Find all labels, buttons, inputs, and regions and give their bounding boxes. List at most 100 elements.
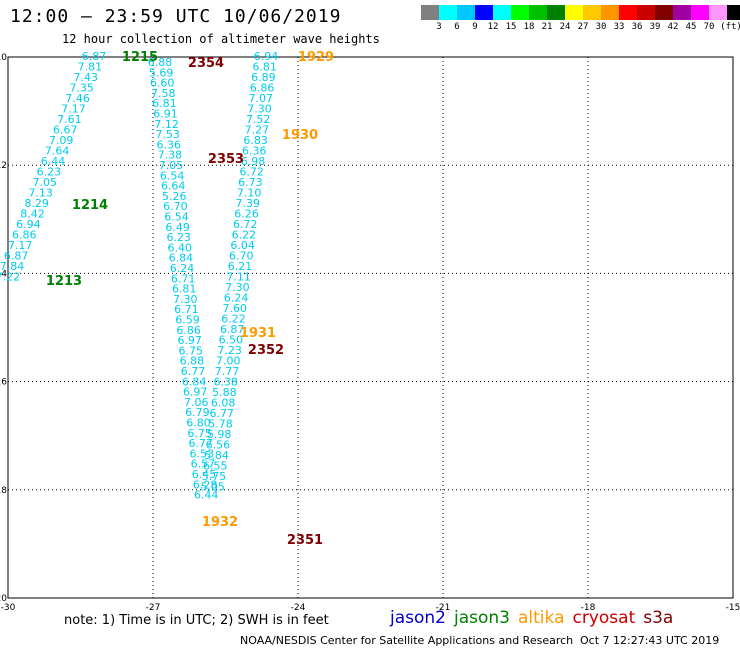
- wave-height-value: 5.75: [202, 470, 227, 483]
- wave-height-value: 6.23: [37, 166, 62, 179]
- wave-height-value: 5.84: [204, 449, 229, 462]
- generation-timestamp: Oct 7 12:27:43 UTC 2019: [580, 634, 720, 647]
- wave-height-value: 6.89: [251, 71, 276, 84]
- wave-height-value: 6.87: [220, 323, 245, 336]
- wave-height-value: 6.97: [183, 386, 208, 399]
- color-swatch: [691, 5, 709, 20]
- wave-height-value: 7.17: [61, 103, 86, 116]
- wave-height-value: 7.46: [65, 92, 90, 105]
- wave-height-value: 7.23: [217, 344, 242, 357]
- wave-height-value: 6.86: [250, 82, 275, 95]
- color-swatch: [421, 5, 439, 20]
- wave-height-value: 5.69: [149, 66, 174, 79]
- wave-height-value: 7.58: [151, 87, 176, 100]
- color-swatch: [493, 5, 511, 20]
- wave-height-value: 6.22: [221, 313, 246, 326]
- wave-height-value: 7.77: [215, 365, 240, 378]
- wave-height-value: 7.30: [173, 293, 198, 306]
- wave-height-value: 7.17: [8, 239, 33, 252]
- satellite-cryosat: cryosat: [572, 608, 636, 628]
- wave-height-value: 6.67: [53, 124, 78, 137]
- wave-height-value: 6.86: [12, 229, 37, 242]
- wave-height-value: 6.75: [179, 344, 204, 357]
- wave-height-value: 7.52: [246, 113, 271, 126]
- color-swatch: [565, 5, 583, 20]
- longitude-label: -24: [291, 603, 306, 613]
- wave-height-value: 6.40: [168, 241, 193, 254]
- wave-height-value: 6.81: [252, 61, 277, 74]
- wave-height-value: 7.10: [237, 187, 262, 200]
- pass-time-label: 1932: [202, 515, 238, 530]
- wave-height-value: 6.88: [148, 56, 173, 69]
- wave-height-value: 6.71: [174, 303, 199, 316]
- wave-height-value: 7.84: [0, 260, 24, 273]
- wave-height-value: 6.08: [211, 397, 236, 410]
- pass-time-label: 2353: [208, 152, 244, 167]
- wave-height-value: 6.81: [172, 283, 197, 296]
- color-scale-label: 42: [667, 22, 679, 32]
- color-swatch: [511, 5, 529, 20]
- wave-height-value: 6.59: [175, 314, 200, 327]
- color-scale-label: 6: [454, 22, 460, 32]
- pass-time-label: 1213: [46, 274, 82, 289]
- color-scale-label: (ft): [720, 22, 740, 32]
- wave-height-value: 7.22: [0, 271, 20, 284]
- wave-height-value: 6.70: [163, 200, 188, 213]
- wave-height-value: 7.30: [247, 103, 272, 116]
- wave-height-value: 7.81: [78, 61, 103, 74]
- wave-height-value: 6.70: [229, 250, 254, 263]
- map-subtitle: 12 hour collection of altimeter wave hei…: [62, 32, 380, 46]
- wave-height-value: 7.30: [225, 281, 250, 294]
- wave-height-value: 6.72: [239, 166, 264, 179]
- color-scale-label: 33: [613, 22, 625, 32]
- wave-height-value: 7.12: [154, 118, 179, 131]
- wave-height-value: 6.91: [153, 108, 178, 121]
- color-swatch: [529, 5, 547, 20]
- longitude-label: -15: [726, 603, 740, 613]
- color-swatch: [619, 5, 637, 20]
- wave-height-value: 6.77: [188, 437, 213, 450]
- wave-height-value: 6.94: [254, 50, 279, 63]
- wave-height-value: 8.29: [24, 197, 49, 210]
- color-swatch: [475, 5, 493, 20]
- wave-height-value: 6.77: [181, 365, 206, 378]
- longitude-label: -18: [581, 603, 596, 613]
- wave-height-value: 7.07: [249, 92, 274, 105]
- wave-height-value: 6.84: [182, 375, 207, 388]
- wave-height-value: 6.53: [190, 447, 215, 460]
- wave-height-value: 6.84: [169, 252, 194, 265]
- color-scale-label: 36: [631, 22, 643, 32]
- wave-height-value: 6.50: [219, 334, 244, 347]
- wave-height-value: 6.71: [171, 272, 196, 285]
- color-swatch: [583, 5, 601, 20]
- pass-time-label: 2352: [248, 343, 284, 358]
- credit-line: NOAA/NESDIS Center for Satellite Applica…: [240, 634, 574, 647]
- color-scale-label: 18: [523, 22, 535, 32]
- wave-height-value: 5.98: [207, 428, 232, 441]
- pass-time-label: 1214: [72, 198, 108, 213]
- pass-time-label: 1215: [122, 50, 158, 65]
- wave-height-value: 6.54: [160, 169, 185, 182]
- satellite-altika: altika: [518, 608, 565, 628]
- wave-height-value: 7.38: [158, 149, 183, 162]
- wave-height-value: 6.44: [194, 489, 219, 502]
- wave-height-value: 6.36: [242, 145, 267, 158]
- wave-height-value: 7.27: [245, 124, 270, 137]
- wave-height-value: 5.88: [212, 386, 237, 399]
- wave-height-value: 6.26: [234, 208, 259, 221]
- color-swatch: [655, 5, 673, 20]
- wave-height-value: 5.05: [200, 481, 225, 494]
- wave-height-value: 6.81: [152, 97, 177, 110]
- wave-height-value: 7.53: [155, 128, 180, 141]
- color-scale-label: 12: [487, 22, 499, 32]
- wave-height-value: 6.77: [210, 407, 235, 420]
- wave-height-value: 6.36: [157, 138, 182, 151]
- wave-height-value: 6.73: [238, 176, 263, 189]
- wave-height-value: 6.54: [164, 211, 189, 224]
- wave-height-value: 6.80: [186, 417, 211, 430]
- wave-height-value: 6.44: [41, 155, 66, 168]
- map-title: 12:00 — 23:59 UTC 10/06/2019: [10, 6, 342, 27]
- wave-height-value: 6.86: [176, 324, 201, 337]
- pass-time-label: 1930: [282, 128, 318, 143]
